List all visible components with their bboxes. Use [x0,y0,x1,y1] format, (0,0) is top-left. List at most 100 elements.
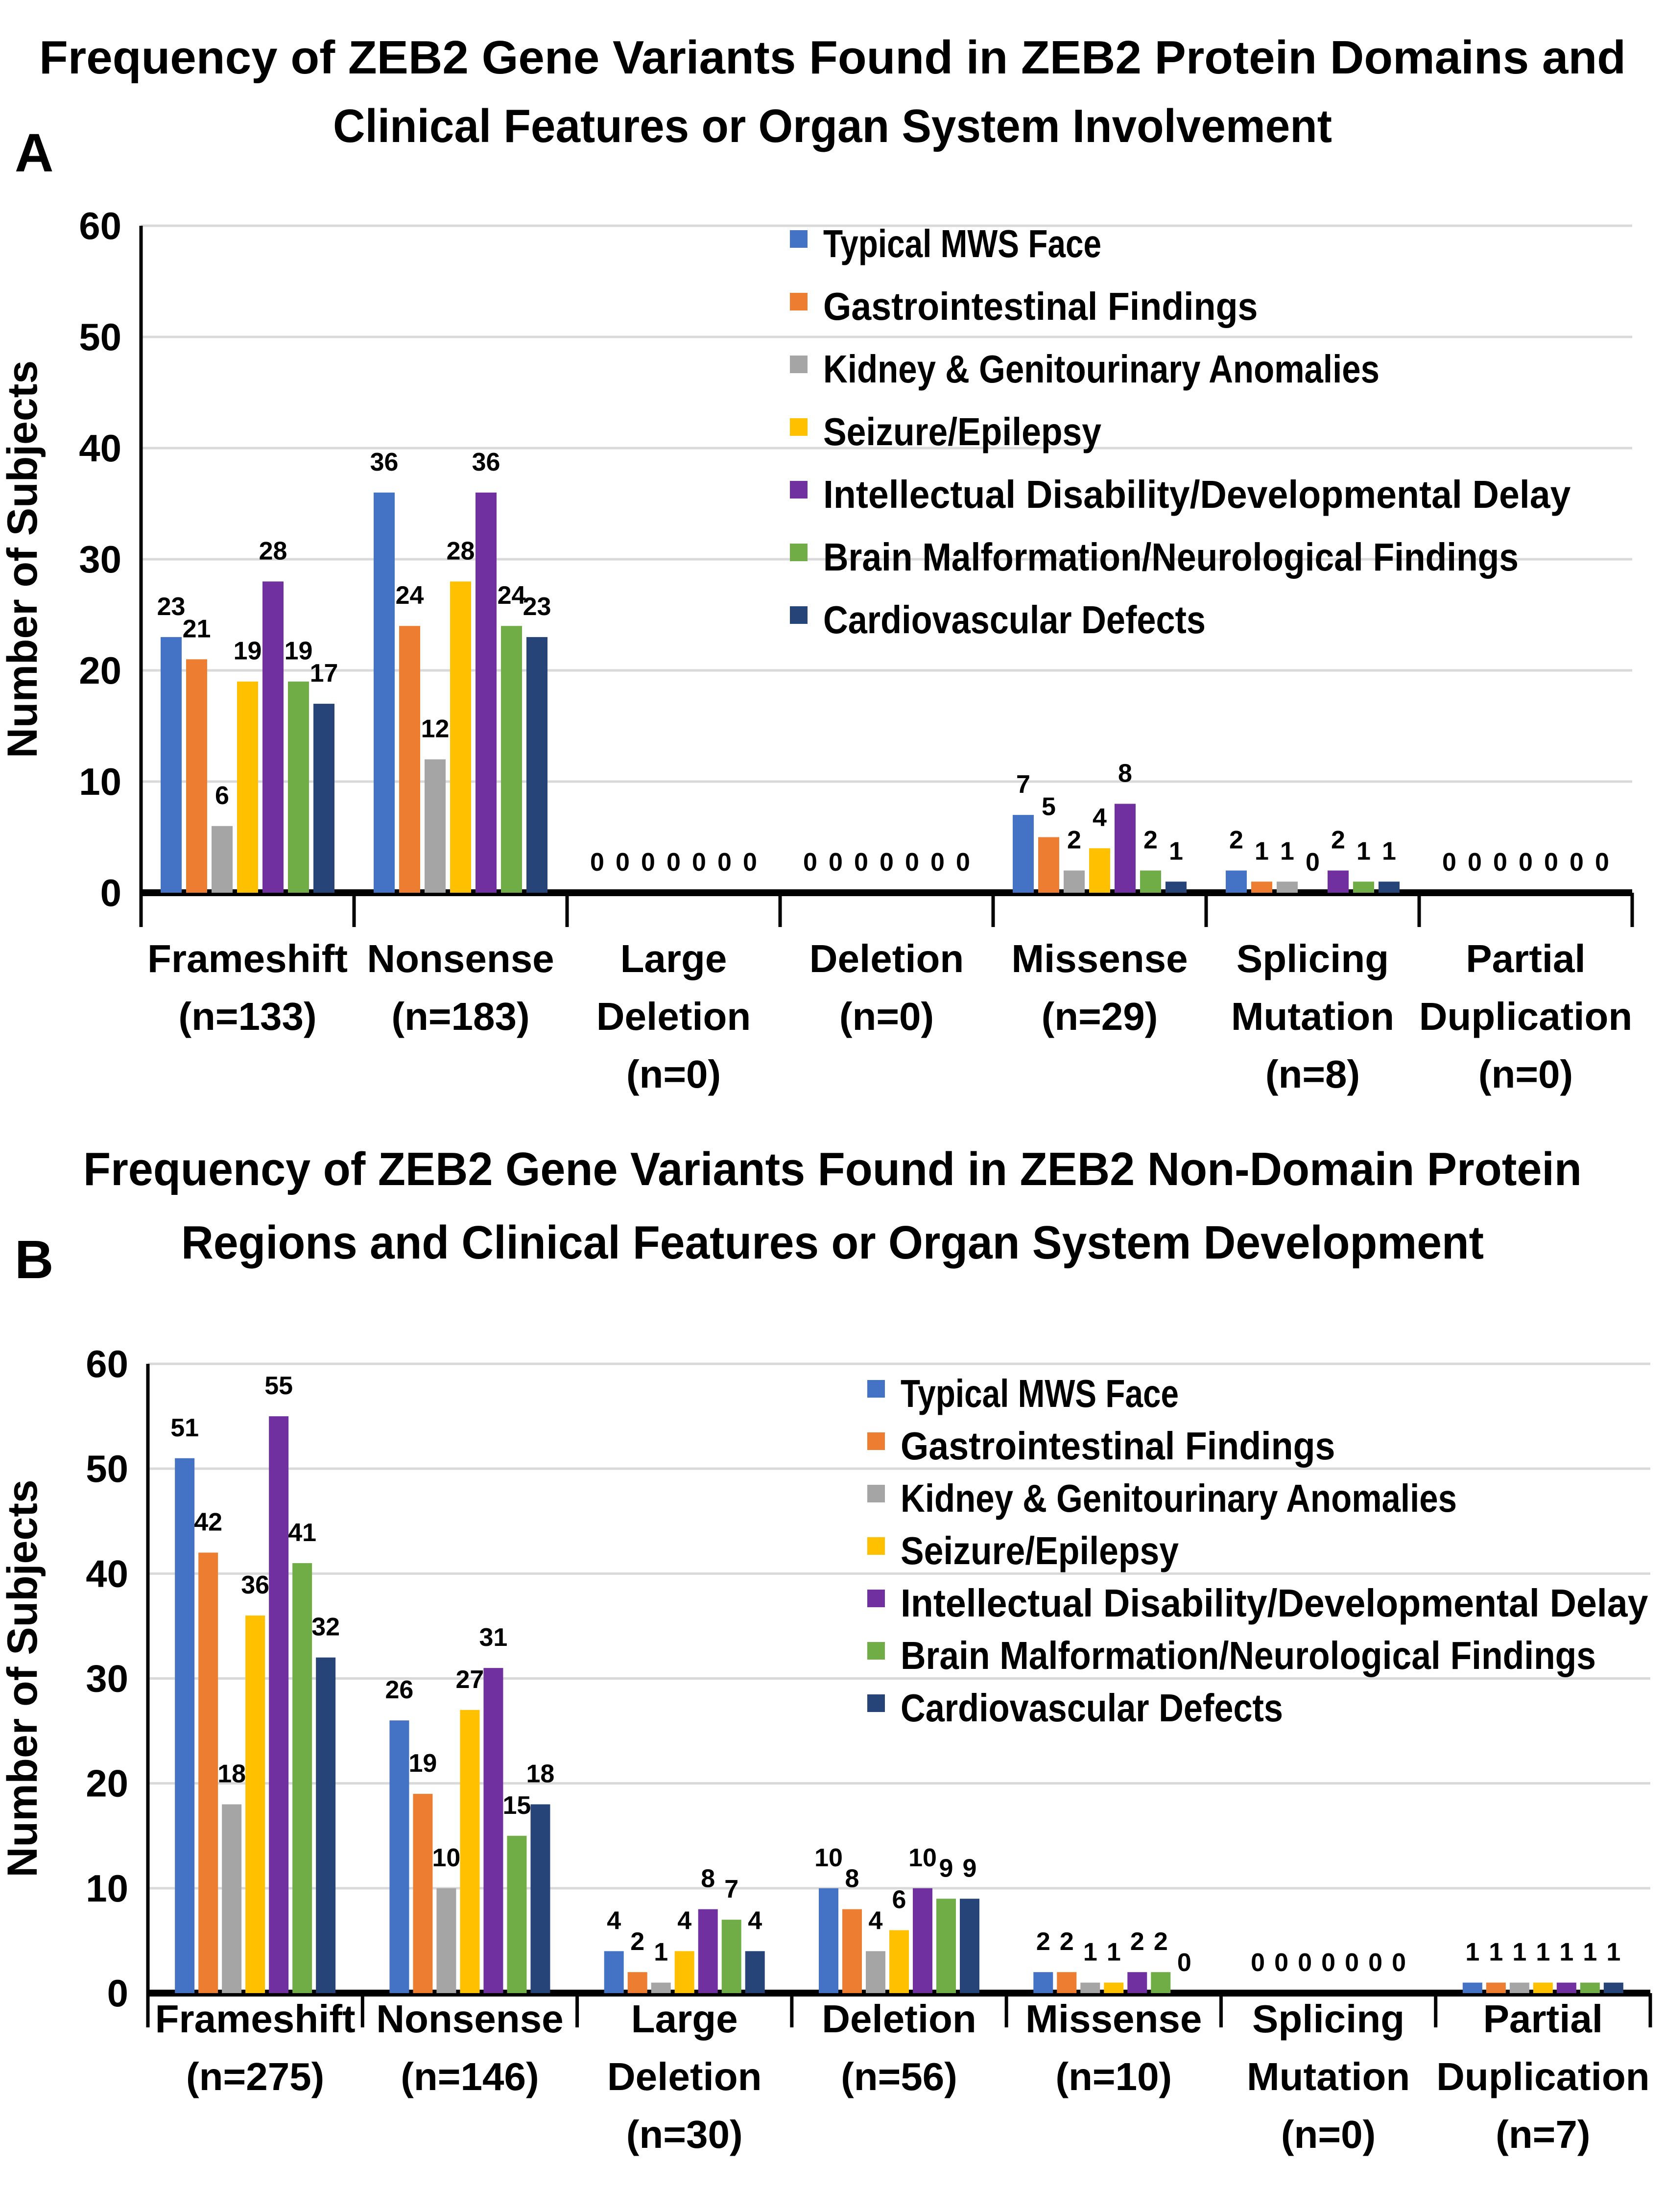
bar [819,1888,838,1993]
bar [889,1930,909,1993]
data-label: 9 [963,1854,977,1882]
data-label: 4 [1093,804,1107,832]
bar [501,626,522,893]
y-tick-label: 10 [86,1867,128,1910]
bar [399,626,420,893]
legend-label: Cardiovascular Defects [901,1686,1283,1730]
bar [374,492,395,893]
x-category-label: Mutation [1247,2055,1410,2098]
bar [866,1951,885,1993]
data-label: 2 [1067,826,1081,855]
bar [1115,804,1136,893]
data-label: 0 [1544,848,1558,877]
data-label: 0 [590,848,604,877]
y-tick-label: 10 [79,760,121,803]
data-label: 2 [1143,826,1158,855]
data-label: 24 [396,581,424,610]
bar [175,1458,195,1993]
legend-label: Intellectual Disability/Developmental De… [901,1581,1648,1625]
data-label: 0 [1368,1949,1382,1977]
data-label: 1 [1356,837,1371,865]
x-category-label: Deletion [607,2055,762,2098]
data-label: 1 [1489,1938,1503,1967]
x-category-label: Splicing [1252,1997,1404,2041]
x-category-label: Deletion [596,995,751,1038]
data-label: 15 [503,1791,531,1820]
bar [1127,1972,1147,1993]
bar [604,1951,624,1993]
x-category-label: (n=56) [841,2055,957,2098]
data-label: 0 [803,848,817,877]
legend-label: Typical MWS Face [901,1372,1179,1415]
bar [1486,1982,1506,1993]
panel-label: A [15,123,53,183]
y-tick-label: 50 [86,1447,128,1490]
bar [1603,1982,1623,1993]
data-label: 8 [845,1865,859,1893]
data-label: 0 [880,848,894,877]
legend-swatch [867,1590,885,1607]
x-category-label: (n=10) [1055,2055,1172,2098]
data-label: 0 [743,848,757,877]
x-category-label: (n=133) [178,995,316,1038]
bar [161,637,182,893]
legend-label: Typical MWS Face [823,222,1101,265]
bar [674,1951,694,1993]
bar [1533,1982,1553,1993]
data-label: 0 [854,848,868,877]
data-label: 19 [285,637,313,666]
bar [1462,1982,1482,1993]
data-label: 36 [472,448,500,476]
data-label: 55 [264,1372,293,1400]
bar [1064,870,1085,893]
data-label: 2 [1130,1927,1144,1956]
bar [436,1888,456,1993]
x-category-label: (n=275) [186,2055,324,2098]
y-tick-label: 0 [107,1972,128,2015]
data-label: 32 [311,1613,340,1641]
bar [1013,815,1034,893]
x-category-label: Large [620,937,727,980]
chart-title: Clinical Features or Organ System Involv… [333,100,1332,152]
legend-label: Seizure/Epilepsy [823,410,1101,453]
data-label: 2 [1036,1927,1050,1956]
data-label: 0 [1345,1949,1359,1977]
x-category-label: Deletion [809,937,964,980]
bar [913,1888,932,1993]
data-label: 0 [1442,848,1456,877]
data-label: 23 [523,593,551,621]
chart-panel-b: Frequency of ZEB2 Gene Variants Found in… [0,1143,1652,2156]
bar [1556,1982,1576,1993]
x-category-label: Large [631,1997,738,2041]
x-category-label: (n=8) [1265,1052,1360,1096]
bar [960,1899,979,1993]
bar [530,1804,550,1993]
bar [1080,1982,1100,1993]
bar [450,581,471,893]
data-label: 51 [170,1414,199,1442]
bar [460,1710,480,1993]
bar [476,492,497,893]
bar [245,1616,265,1993]
bar [627,1972,647,1993]
data-label: 0 [1392,1949,1406,1977]
data-label: 1 [1083,1938,1097,1967]
data-label: 42 [194,1508,222,1537]
x-category-label: Nonsense [376,1997,563,2041]
data-label: 10 [432,1844,461,1872]
bar [507,1835,527,1993]
data-label: 0 [1595,848,1609,877]
data-label: 28 [259,537,287,565]
data-label: 4 [607,1906,621,1935]
y-tick-label: 20 [79,649,121,692]
y-tick-label: 0 [100,871,121,914]
legend-swatch [867,1537,885,1555]
x-category-label: Frameshift [155,1997,356,2041]
data-label: 0 [717,848,732,877]
bar [1379,881,1400,893]
bar [425,759,446,893]
legend-label: Brain Malformation/Neurological Findings [823,535,1519,579]
bar [1151,1972,1171,1993]
data-label: 0 [1274,1949,1288,1977]
bar [1038,837,1059,893]
